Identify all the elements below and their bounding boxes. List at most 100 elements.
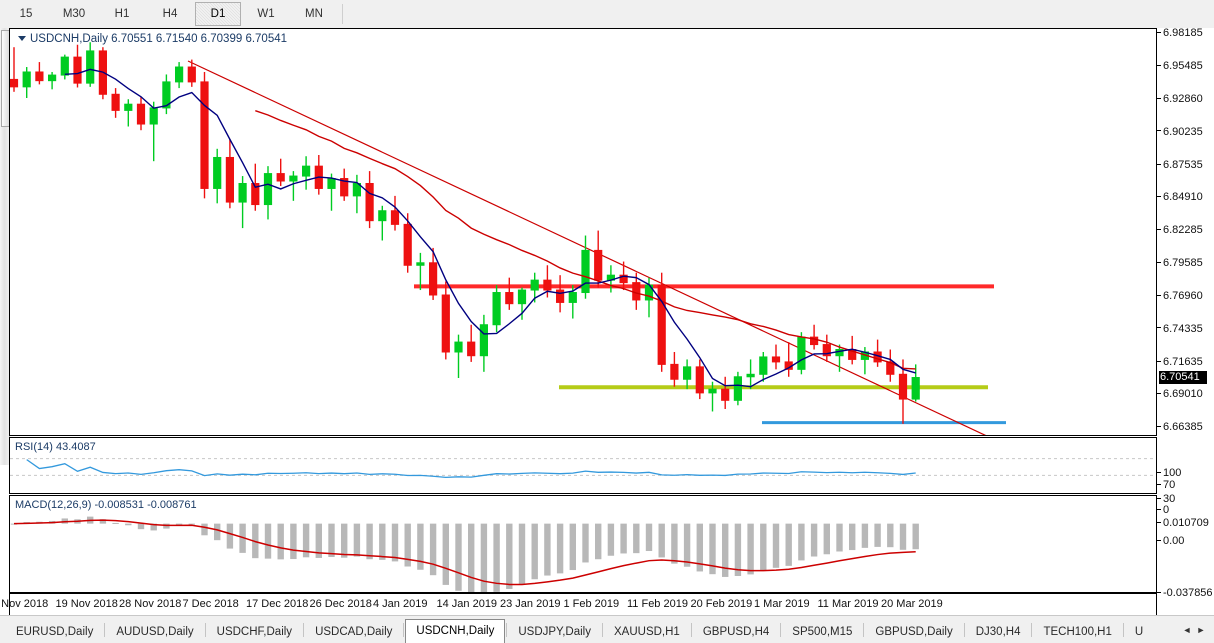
ma-slow-line <box>255 110 916 370</box>
macd-histogram-bar <box>455 523 462 591</box>
price-axis-tick: 6.82285 <box>1157 225 1203 236</box>
chart-tab-dj30-h4[interactable]: DJ30,H4 <box>975 626 1021 638</box>
candle-body <box>670 363 679 380</box>
candle-body <box>911 377 920 400</box>
chart-tab-gbpusd-daily[interactable]: GBPUSD,Daily <box>875 626 953 638</box>
macd-histogram-bar <box>645 523 653 552</box>
timeframe-toolbar: 15 M30 H1 H4 D1 W1 MN <box>0 0 1214 29</box>
chart-tab-bar: EURUSD,Daily AUDUSD,Daily USDCHF,Daily USDC… <box>0 615 1214 643</box>
macd-histogram-bar <box>556 523 564 574</box>
macd-histogram-bar <box>823 523 830 555</box>
candle-body <box>898 373 908 400</box>
price-axis-tick: 6.98185 <box>1157 28 1203 39</box>
timeframe-button-mn[interactable]: MN <box>305 8 323 20</box>
chart-tab-usdcnh-daily[interactable]: USDCNH,Daily <box>405 619 506 643</box>
candle-body <box>378 210 387 222</box>
date-axis-label: 28 Nov 2018 <box>119 598 182 610</box>
macd-histogram-bar <box>798 523 805 561</box>
macd-histogram-bar <box>518 523 526 585</box>
tab-scroll-arrows: ◄ ► <box>1180 616 1214 643</box>
chart-tab-tech100-h1[interactable]: TECH100,H1 <box>1043 626 1112 638</box>
toolbar-empty-area <box>347 0 1214 28</box>
price-tick-label: 6.82285 <box>1163 224 1203 236</box>
chart-area: USDCNH,Daily 6.70551 6.71540 6.70399 6.7… <box>0 28 1214 615</box>
chart-tab-usdchf-daily[interactable]: USDCHF,Daily <box>216 626 293 638</box>
macd-histogram-bar <box>417 523 424 570</box>
candle-body <box>136 103 146 125</box>
macd-pane[interactable]: MACD(12,26,9) -0.008531 -0.008761 <box>9 495 1157 593</box>
candle-body <box>86 50 95 84</box>
scroll-left-icon[interactable]: ◄ <box>1182 624 1192 635</box>
macd-histogram-bar <box>175 523 183 526</box>
candle-body <box>225 156 235 203</box>
candle-body <box>390 210 400 225</box>
timeframe-button-m30[interactable]: M30 <box>62 8 86 20</box>
candle-body <box>149 107 158 125</box>
macd-histogram-bar <box>582 523 589 563</box>
tab-separator <box>602 622 603 637</box>
timeframe-button-h4[interactable]: H4 <box>162 8 178 20</box>
macd-histogram-bar <box>912 523 919 550</box>
macd-histogram-bar <box>341 523 348 558</box>
price-axis-tick: 6.84910 <box>1157 192 1203 203</box>
macd-histogram-bar <box>391 523 399 562</box>
candle-body <box>695 366 704 394</box>
date-axis-label: 20 Feb 2019 <box>690 598 753 610</box>
macd-histogram-bar <box>760 523 767 571</box>
collapse-triangle-icon[interactable] <box>18 36 26 41</box>
ma-fast-line <box>64 68 916 388</box>
timeframe-button-d1[interactable]: D1 <box>195 2 241 26</box>
chart-tab-audusd-daily[interactable]: AUDUSD,Daily <box>116 626 194 638</box>
candle-body <box>289 175 298 182</box>
macd-histogram-bar <box>607 523 615 556</box>
date-axis-label: 20 Mar 2019 <box>881 598 943 610</box>
chart-tab-sp500-m15[interactable]: SP500,M15 <box>792 626 853 638</box>
macd-plot <box>10 516 919 592</box>
macd-tick-label: 0.00 <box>1163 535 1185 547</box>
tab-separator <box>963 622 965 637</box>
candle-body <box>340 178 349 197</box>
chart-symbol-label: USDCNH,Daily 6.70551 6.71540 6.70399 6.7… <box>18 33 287 45</box>
macd-histogram-bar <box>671 523 678 564</box>
chart-tab-eurusd-daily[interactable]: EURUSD,Daily <box>16 626 94 638</box>
chart-tab-xauusd-h1[interactable]: XAUUSD,H1 <box>614 626 680 638</box>
toolbar-separator <box>342 4 343 24</box>
rsi-label: RSI(14) 43.4087 <box>15 441 96 453</box>
candle-body <box>22 71 31 88</box>
price-tick-label: 6.74335 <box>1163 322 1203 335</box>
timeframe-button-w1[interactable]: W1 <box>257 8 275 20</box>
price-axis[interactable]: 6.98185 6.95485 6.92860 6.90235 6.87535 6.849… <box>1157 28 1214 599</box>
candle-body <box>60 56 69 76</box>
chart-tab-u[interactable]: U <box>1134 626 1144 638</box>
macd-histogram-bar <box>99 519 107 524</box>
rsi-pane[interactable]: RSI(14) 43.4087 <box>9 437 1157 494</box>
candle-body <box>683 366 692 380</box>
price-axis-tick: 6.69010 <box>1157 389 1203 400</box>
candle-body <box>759 356 768 375</box>
candle-body <box>568 292 577 303</box>
candle-body <box>35 71 44 82</box>
price-pane[interactable]: USDCNH,Daily 6.70551 6.71540 6.70399 6.7… <box>9 28 1157 436</box>
chart-tab-usdcad-daily[interactable]: USDCAD,Daily <box>315 626 393 638</box>
candle-body <box>632 282 641 301</box>
tab-separator <box>403 622 405 637</box>
price-tick-label: 6.98185 <box>1163 27 1203 39</box>
macd-histogram-bar <box>429 523 437 576</box>
chart-tab-usdjpy-daily[interactable]: USDJPY,Daily <box>518 626 591 638</box>
macd-histogram-bar <box>595 523 602 560</box>
scroll-right-icon[interactable]: ► <box>1196 624 1206 635</box>
chart-tab-gbpusd-h4[interactable]: GBPUSD,H4 <box>702 626 770 638</box>
timeframe-button-15[interactable]: 15 <box>19 8 33 20</box>
macd-tick-label: 0.010709 <box>1163 517 1209 529</box>
candle-body <box>581 249 590 294</box>
macd-histogram-bar <box>836 523 843 552</box>
price-tick-label: 6.79585 <box>1163 257 1203 270</box>
macd-histogram-bar <box>353 523 361 557</box>
candle-body <box>302 165 311 177</box>
macd-histogram-bar <box>201 523 208 536</box>
timeframe-button-h1[interactable]: H1 <box>114 8 130 20</box>
macd-histogram-bar <box>620 523 627 554</box>
timeframe-button-group: 15 M30 H1 H4 D1 W1 MN <box>0 2 338 26</box>
